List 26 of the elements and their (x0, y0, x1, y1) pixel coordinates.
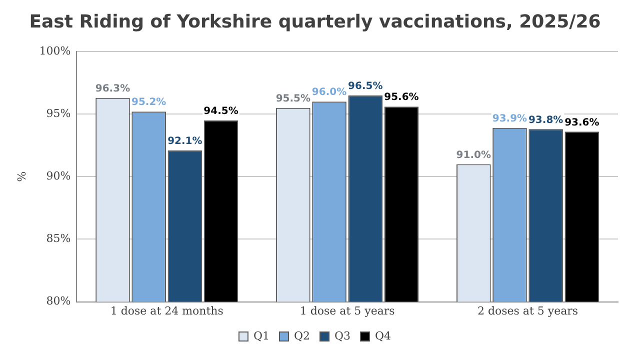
data-label: 93.9% (492, 114, 528, 125)
data-label: 94.5% (204, 106, 238, 117)
data-label: 95.5% (276, 93, 311, 104)
y-tick-label: 100% (39, 44, 71, 58)
data-label: 92.1% (168, 136, 202, 148)
y-tick-label: 95% (46, 107, 71, 120)
y-tick-label: 80% (46, 294, 71, 308)
x-tick-label: 1 dose at 5 years (300, 304, 396, 318)
legend-label: Q1 (253, 329, 270, 342)
data-label: 91.0% (456, 150, 491, 161)
y-axis-title: % (15, 171, 28, 182)
data-label: 93.6% (564, 117, 600, 128)
data-label: 96.0% (312, 87, 347, 98)
legend-label: Q2 (294, 329, 310, 342)
data-label: 95.6% (384, 92, 419, 104)
y-tick-label: 90% (46, 170, 71, 183)
data-label: 95.2% (131, 97, 166, 108)
chart-title: East Riding of Yorkshire quarterly vaccinations, 2025/26 (29, 11, 601, 32)
data-label: 96.5% (348, 80, 383, 92)
legend-label: Q4 (375, 329, 392, 342)
x-tick-label: 2 doses at 5 years (477, 304, 578, 318)
x-tick-label: 1 dose at 24 months (110, 304, 224, 318)
data-label: 93.8% (528, 114, 564, 126)
data-label: 96.3% (95, 83, 130, 94)
legend-label: Q3 (334, 329, 351, 342)
y-tick-label: 85% (46, 232, 71, 246)
